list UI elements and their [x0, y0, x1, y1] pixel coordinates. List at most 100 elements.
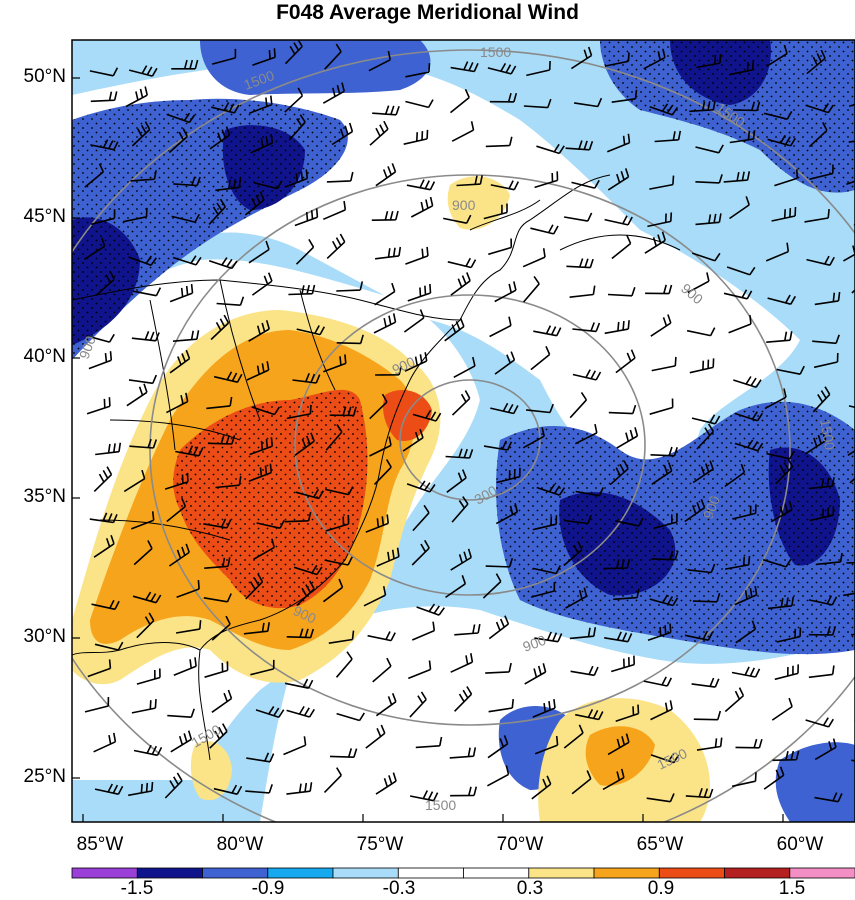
- wind-barb: [532, 699, 556, 718]
- wind-barb: [813, 352, 839, 369]
- wind-barb: [804, 431, 827, 455]
- plot-area: [72, 40, 855, 822]
- wind-barb: [524, 663, 547, 685]
- wind-barb: [766, 44, 788, 67]
- wind-barb: [608, 404, 637, 415]
- wind-barb: [451, 496, 469, 523]
- wind-barb: [249, 437, 273, 456]
- wind-barb: [211, 48, 237, 65]
- wind-barb: [248, 240, 270, 264]
- wind-barb: [812, 334, 840, 345]
- wind-barb: [534, 736, 559, 755]
- wind-barb: [86, 333, 115, 343]
- wind-barb: [369, 393, 388, 420]
- wind-barb: [843, 245, 855, 262]
- wind-barb: [814, 738, 837, 761]
- wind-barb: [496, 467, 521, 484]
- wind-barb: [90, 139, 119, 151]
- wind-barb: [371, 210, 399, 221]
- wind-barb: [245, 573, 264, 600]
- wind-barb: [653, 513, 678, 530]
- wind-barb: [325, 424, 343, 451]
- coastlines: [72, 174, 681, 761]
- wind-barb: [696, 737, 723, 751]
- wind-barb: [130, 170, 157, 182]
- wind-barb: [168, 543, 190, 567]
- wind-barb: [729, 196, 750, 220]
- wind-barb: [695, 213, 722, 226]
- wind-barb: [651, 356, 677, 372]
- colorbar-swatch: [463, 867, 530, 879]
- wind-barb: [808, 122, 828, 148]
- wind-barb: [532, 515, 558, 531]
- wind-barb: [534, 631, 563, 643]
- wind-barb: [215, 476, 242, 489]
- wind-barb: [523, 98, 552, 109]
- wind-barb: [131, 511, 155, 530]
- wind-barb: [169, 284, 194, 303]
- wind-barb: [643, 676, 673, 687]
- wind-barb: [164, 472, 189, 490]
- wind-barb: [296, 325, 326, 336]
- lon-tick-label: 75°W: [356, 834, 404, 855]
- wind-barb: [175, 620, 202, 634]
- colorbar-swatch: [658, 867, 725, 879]
- wind-barb: [571, 770, 592, 795]
- wind-barb: [692, 460, 714, 484]
- wind-barb: [166, 392, 189, 414]
- wind-barb: [402, 428, 424, 452]
- wind-barb: [373, 313, 397, 334]
- wind-barb: [806, 49, 826, 75]
- wind-barb: [575, 709, 604, 721]
- wind-barb: [771, 206, 797, 222]
- wind-barb: [329, 406, 357, 417]
- wind-barb: [693, 710, 722, 721]
- wind-barb: [246, 361, 270, 381]
- wind-barb: [610, 655, 635, 673]
- wind-barb: [533, 325, 562, 337]
- wind-barb: [691, 677, 720, 688]
- wind-barb: [488, 238, 513, 256]
- wind-barb: [129, 438, 158, 449]
- wind-barb: [173, 657, 197, 676]
- wind-barb: [328, 630, 355, 644]
- wind-barb: [375, 365, 403, 376]
- wind-barb: [604, 631, 633, 643]
- wind-barb: [286, 404, 312, 420]
- wind-barb: [565, 140, 594, 151]
- wind-barb: [83, 237, 106, 260]
- wind-barb: [374, 282, 396, 306]
- wind-barb: [284, 169, 309, 188]
- wind-barb: [286, 628, 315, 639]
- wind-barb: [575, 487, 604, 497]
- wind-barb: [483, 440, 513, 451]
- wind-barb: [572, 322, 601, 333]
- wind-barb: [336, 334, 364, 345]
- wind-barb: [449, 88, 470, 114]
- wind-barb: [403, 309, 425, 333]
- wind-barb: [604, 320, 630, 335]
- wind-barb: [95, 442, 122, 456]
- wind-barb: [534, 171, 559, 189]
- wind-barb: [211, 102, 240, 114]
- wind-barb: [88, 351, 113, 370]
- wind-barb: [445, 575, 467, 599]
- wind-barb: [808, 665, 835, 679]
- wind-barb: [489, 316, 512, 338]
- wind-barb: [735, 738, 763, 749]
- wind-barb: [293, 564, 323, 576]
- wind-barb: [733, 376, 762, 389]
- wind-barb: [805, 717, 834, 728]
- wind-barb: [206, 396, 233, 410]
- wind-barb: [526, 403, 554, 414]
- wind-barb: [563, 514, 593, 525]
- wind-barb: [490, 180, 520, 191]
- wind-barb: [89, 67, 119, 77]
- wind-barb: [251, 406, 281, 416]
- wind-barb: [615, 349, 636, 374]
- wind-barb: [168, 128, 188, 154]
- wind-barb: [365, 514, 389, 533]
- wind-barb: [286, 782, 313, 795]
- colorbar: [71, 867, 855, 879]
